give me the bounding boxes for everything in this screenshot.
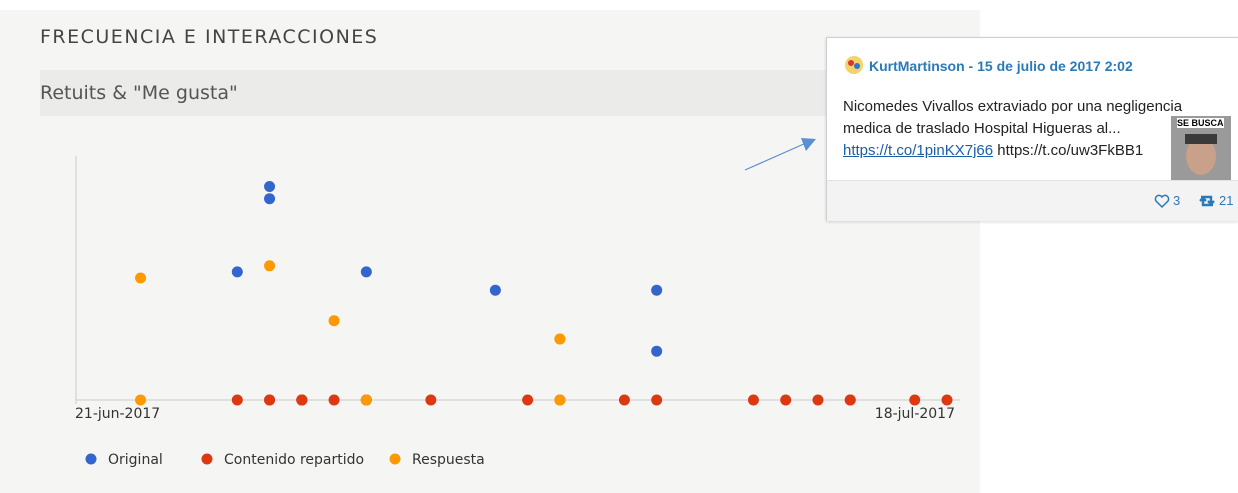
image-caption: SE BUSCA: [1177, 118, 1224, 128]
avatar-dot: [854, 63, 860, 69]
pointer-line: [745, 143, 806, 170]
retweet-glyph: [1200, 197, 1214, 205]
avatar-bg: [845, 56, 863, 74]
tweet-image[interactable]: SE BUSCA: [1171, 116, 1231, 180]
avatar-dot: [848, 60, 854, 66]
byline[interactable]: KurtMartinson - 15 de julio de 2017 2:02: [869, 58, 1133, 74]
retweet-count: 21: [1219, 193, 1233, 208]
tweet-footer: 3 21: [827, 180, 1238, 221]
retweet-icon[interactable]: [1198, 193, 1216, 209]
heart: [1155, 195, 1168, 207]
avatar: [843, 54, 865, 76]
like-icon[interactable]: [1154, 193, 1170, 209]
tweet-link[interactable]: https://t.co/1pinKX7j66: [843, 142, 993, 159]
hair: [1185, 134, 1217, 144]
tweet-card: KurtMartinson - 15 de julio de 2017 2:02…: [826, 37, 1238, 221]
like-count: 3: [1173, 193, 1180, 208]
tweet-body: Nicomedes Vivallos extraviado por una ne…: [843, 98, 1182, 137]
page: {"header": {"title": "FRECUENCIA E INTER…: [0, 0, 1238, 493]
tweet-link2[interactable]: https://t.co/uw3FkBB1: [997, 142, 1143, 159]
